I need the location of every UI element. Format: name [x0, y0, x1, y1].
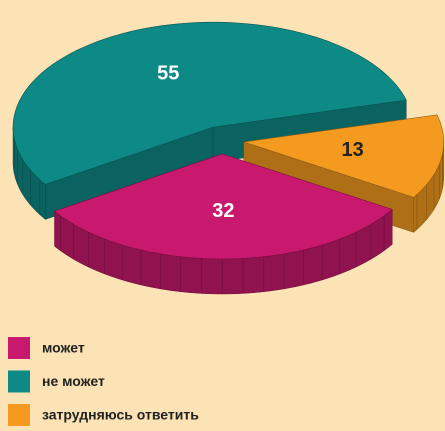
legend-swatch [8, 404, 30, 426]
slice [53, 153, 393, 260]
slice [243, 114, 445, 198]
legend-label: может [42, 340, 85, 356]
data-label: 32 [212, 200, 234, 222]
legend-swatch [8, 370, 30, 393]
legend-label: затрудняюсь ответить [42, 407, 199, 423]
slice [12, 21, 407, 185]
legend-label: не может [42, 373, 105, 389]
data-label: 55 [157, 63, 179, 85]
data-label: 13 [341, 139, 363, 161]
legend-swatch [8, 337, 30, 359]
